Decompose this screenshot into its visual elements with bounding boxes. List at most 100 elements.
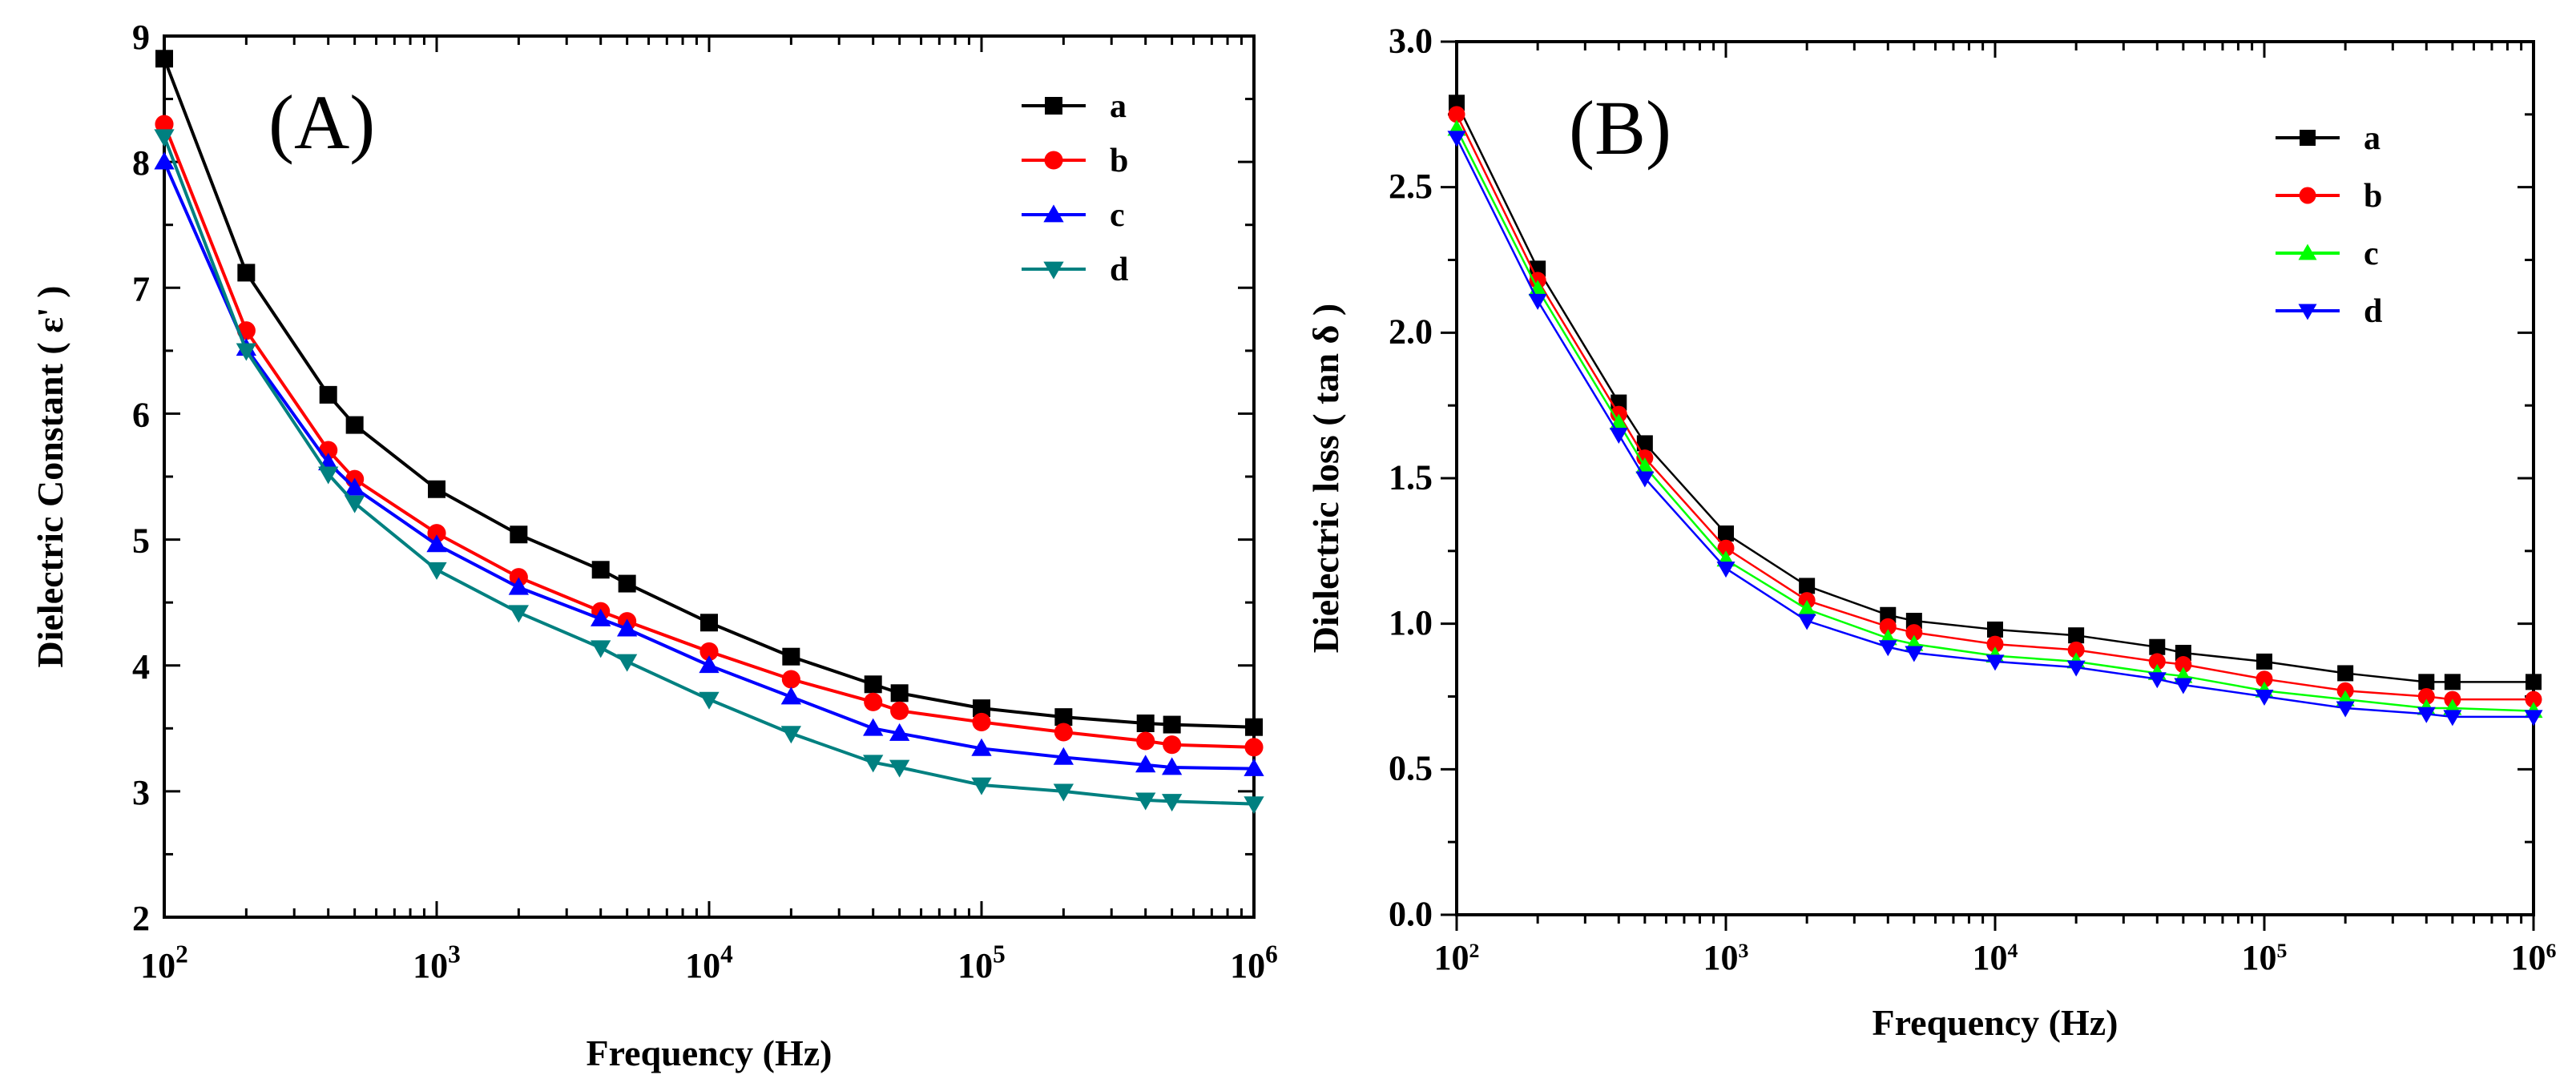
data-point-c (616, 618, 638, 637)
y-tick-label: 2.0 (1389, 312, 1433, 352)
data-point-b (890, 701, 909, 720)
data-point-a (2175, 645, 2191, 661)
data-point-a (1245, 718, 1263, 736)
x-tick-label: 104 (1973, 938, 2018, 977)
x-tick-label: 106 (1230, 940, 1278, 985)
data-point-d (2174, 678, 2193, 694)
x-tick-exponent: 2 (175, 940, 188, 968)
data-point-b (1163, 735, 1182, 755)
data-point-c (154, 151, 175, 170)
data-point-d (236, 343, 257, 361)
x-tick-exponent: 3 (448, 940, 461, 968)
series-c (154, 151, 1264, 776)
data-point-d (2066, 660, 2086, 677)
x-tick-exponent: 4 (2008, 939, 2018, 962)
data-point-b (864, 692, 883, 711)
data-point-a (345, 416, 364, 434)
data-point-a (864, 675, 882, 694)
data-point-d (1447, 131, 1466, 147)
x-tick-label: 102 (1434, 938, 1480, 977)
data-point-b (155, 115, 174, 134)
series-b (1448, 106, 2542, 708)
data-point-a (155, 50, 173, 68)
data-point-c (889, 723, 910, 741)
data-point-c (1053, 747, 1074, 765)
data-point-d (889, 759, 910, 778)
data-point-b (2148, 653, 2166, 670)
data-point-a (1636, 435, 1653, 452)
data-point-d (1135, 792, 1156, 811)
data-point-a (2444, 674, 2461, 690)
data-point-d (508, 605, 530, 623)
data-point-a (2068, 627, 2085, 644)
data-point-d (616, 654, 638, 672)
data-point-b (1054, 723, 1073, 742)
data-point-a (319, 385, 337, 404)
data-point-a (1163, 715, 1181, 734)
data-point-d (1716, 562, 1735, 578)
y-tick-label: 6 (132, 396, 150, 435)
data-point-a (428, 480, 445, 498)
data-point-d (2147, 672, 2167, 689)
series-d (1447, 131, 2543, 727)
x-tick-base: 10 (957, 946, 993, 985)
x-tick-label: 103 (1703, 938, 1749, 977)
legend-label-c: c (2364, 236, 2379, 272)
x-tick-exponent: 6 (1265, 940, 1278, 968)
data-point-b (699, 642, 719, 661)
data-point-a (1449, 95, 1465, 111)
data-point-c (1161, 757, 1183, 775)
x-tick-label: 104 (685, 940, 733, 985)
x-tick-base: 10 (1230, 946, 1265, 985)
data-point-d (154, 129, 175, 147)
data-point-c (508, 577, 530, 595)
x-axis-title: Frequency (Hz) (586, 1033, 832, 1073)
data-point-a (700, 614, 718, 632)
data-point-a (1987, 621, 2003, 638)
x-tick-base: 10 (1703, 938, 1739, 977)
x-tick-exponent: 3 (1739, 939, 1749, 962)
data-point-d (344, 495, 365, 513)
y-tick-label: 9 (132, 18, 150, 57)
x-tick-base: 10 (413, 946, 448, 985)
data-point-b (1244, 738, 1264, 757)
data-point-b (2067, 641, 2085, 658)
data-point-d (1609, 428, 1628, 444)
data-point-d (318, 466, 339, 485)
data-point-d (780, 726, 802, 744)
data-point-d (1161, 794, 1183, 812)
data-point-b (427, 524, 446, 543)
legend-marker-a (1045, 97, 1062, 115)
data-point-c (426, 534, 447, 553)
y-tick-label: 2.5 (1389, 167, 1433, 206)
data-point-d (2336, 701, 2355, 718)
x-tick-label: 105 (2242, 938, 2288, 977)
data-point-a (782, 647, 800, 666)
data-point-c (1135, 755, 1156, 773)
data-point-c (863, 718, 884, 736)
legend-marker-c (1043, 204, 1064, 223)
series-d (154, 129, 1264, 815)
data-point-b (2175, 656, 2192, 674)
legend-marker-d (1043, 261, 1064, 280)
x-tick-label: 106 (2511, 938, 2557, 977)
x-tick-base: 10 (685, 946, 720, 985)
x-tick-base: 10 (140, 946, 175, 985)
x-tick-exponent: 5 (993, 940, 1006, 968)
data-point-b (2525, 690, 2542, 708)
data-point-d (1878, 640, 1897, 657)
y-tick-label: 3 (132, 773, 150, 812)
data-point-a (1136, 715, 1155, 732)
data-point-c (699, 655, 720, 674)
data-point-d (591, 640, 611, 658)
data-point-a (2418, 674, 2435, 690)
x-tick-base: 10 (1434, 938, 1469, 977)
y-tick-label: 1.5 (1389, 457, 1433, 497)
legend-label-a: a (1110, 88, 1127, 125)
legend-label-d: d (2364, 293, 2382, 330)
data-point-a (1718, 525, 1734, 542)
y-tick-label: 7 (132, 269, 150, 308)
x-axis-title: Frequency (Hz) (1872, 1002, 2118, 1043)
data-point-c (344, 477, 365, 496)
